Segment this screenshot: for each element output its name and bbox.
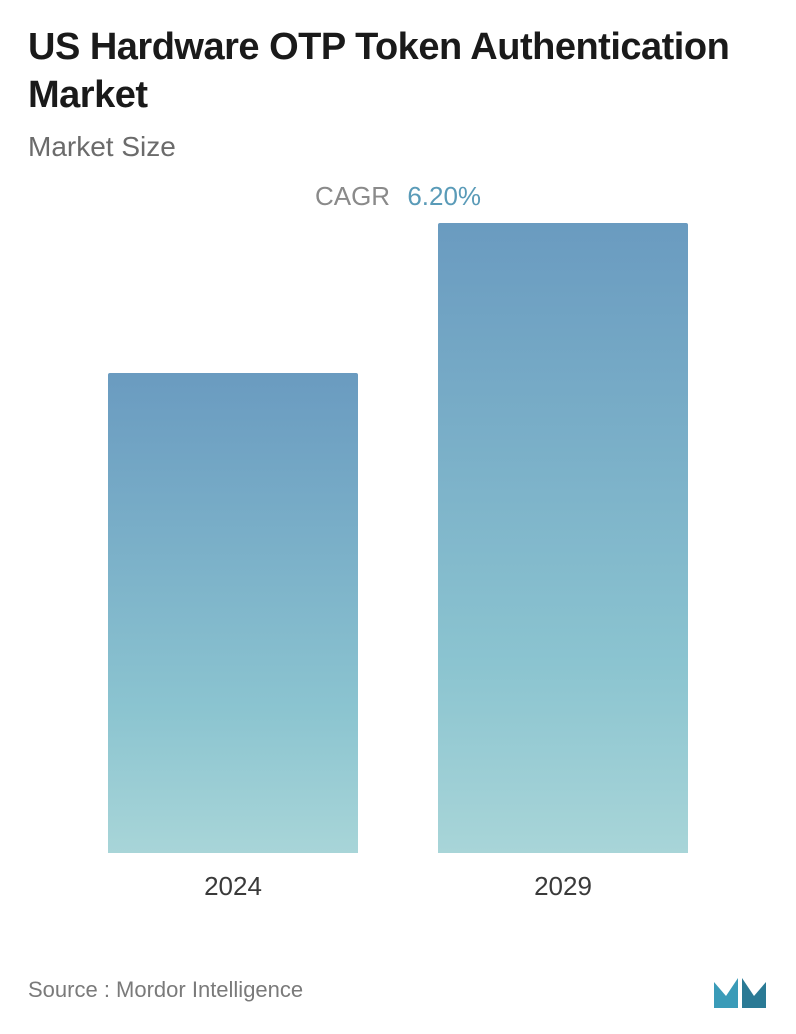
bar-label-2024: 2024 xyxy=(204,871,262,902)
chart-subtitle: Market Size xyxy=(28,131,768,163)
bar-2029 xyxy=(438,223,688,853)
cagr-label: CAGR xyxy=(315,181,390,211)
bar-label-2029: 2029 xyxy=(534,871,592,902)
bar-group-2024: 2024 xyxy=(108,373,358,902)
cagr-value: 6.20% xyxy=(407,181,481,211)
source-text: Source : Mordor Intelligence xyxy=(28,977,303,1003)
chart-area: 2024 2029 xyxy=(28,242,768,902)
cagr-row: CAGR 6.20% xyxy=(28,181,768,212)
bar-group-2029: 2029 xyxy=(438,223,688,902)
bar-2024 xyxy=(108,373,358,853)
footer: Source : Mordor Intelligence xyxy=(28,970,768,1010)
chart-title: US Hardware OTP Token Authentication Mar… xyxy=(28,24,768,119)
mordor-logo-icon xyxy=(712,970,768,1010)
